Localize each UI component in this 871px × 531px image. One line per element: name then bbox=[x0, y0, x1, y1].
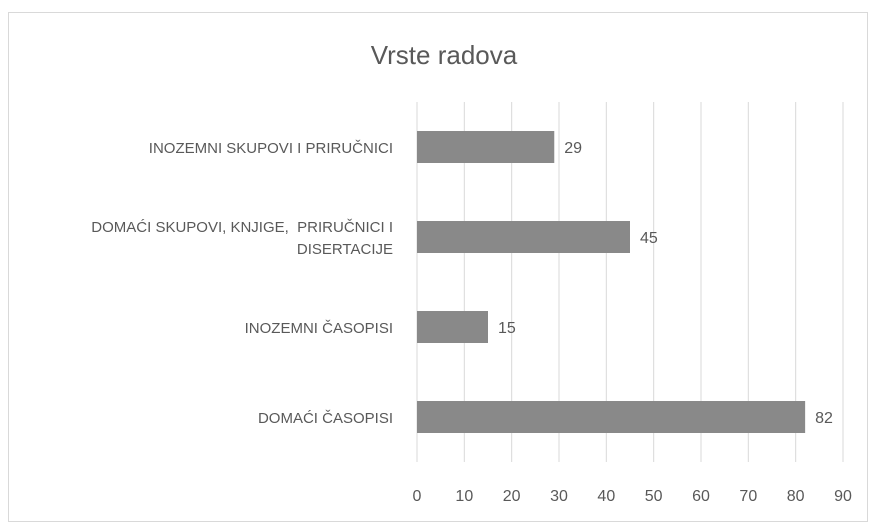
y-tick-label: INOZEMNI SKUPOVI I PRIRUČNICI bbox=[148, 140, 393, 157]
value-label: 15 bbox=[498, 320, 516, 337]
value-label: 45 bbox=[640, 230, 658, 247]
y-tick-label: DOMAĆI ČASOPISI bbox=[257, 410, 393, 427]
x-tick-label: 60 bbox=[692, 488, 710, 505]
value-label: 29 bbox=[564, 140, 582, 157]
x-tick-label: 0 bbox=[413, 488, 422, 505]
y-tick-label: DOMAĆI SKUPOVI, KNJIGE, PRIRUČNICI I DIS… bbox=[91, 219, 393, 258]
y-tick-label: INOZEMNI ČASOPISI bbox=[244, 320, 393, 337]
x-tick-label: 70 bbox=[739, 488, 757, 505]
x-tick-label: 50 bbox=[645, 488, 663, 505]
x-tick-label: 90 bbox=[834, 488, 852, 505]
bar bbox=[417, 401, 806, 433]
chart-title: Vrste radova bbox=[371, 40, 518, 70]
x-tick-label: 20 bbox=[503, 488, 521, 505]
x-tick-label: 40 bbox=[597, 488, 615, 505]
chart-frame bbox=[8, 12, 868, 522]
x-tick-label: 10 bbox=[455, 488, 473, 505]
bar bbox=[417, 311, 488, 343]
value-label: 82 bbox=[815, 410, 833, 427]
x-tick-label: 80 bbox=[787, 488, 805, 505]
x-tick-label: 30 bbox=[550, 488, 568, 505]
bar bbox=[417, 221, 630, 253]
bar bbox=[417, 131, 555, 163]
